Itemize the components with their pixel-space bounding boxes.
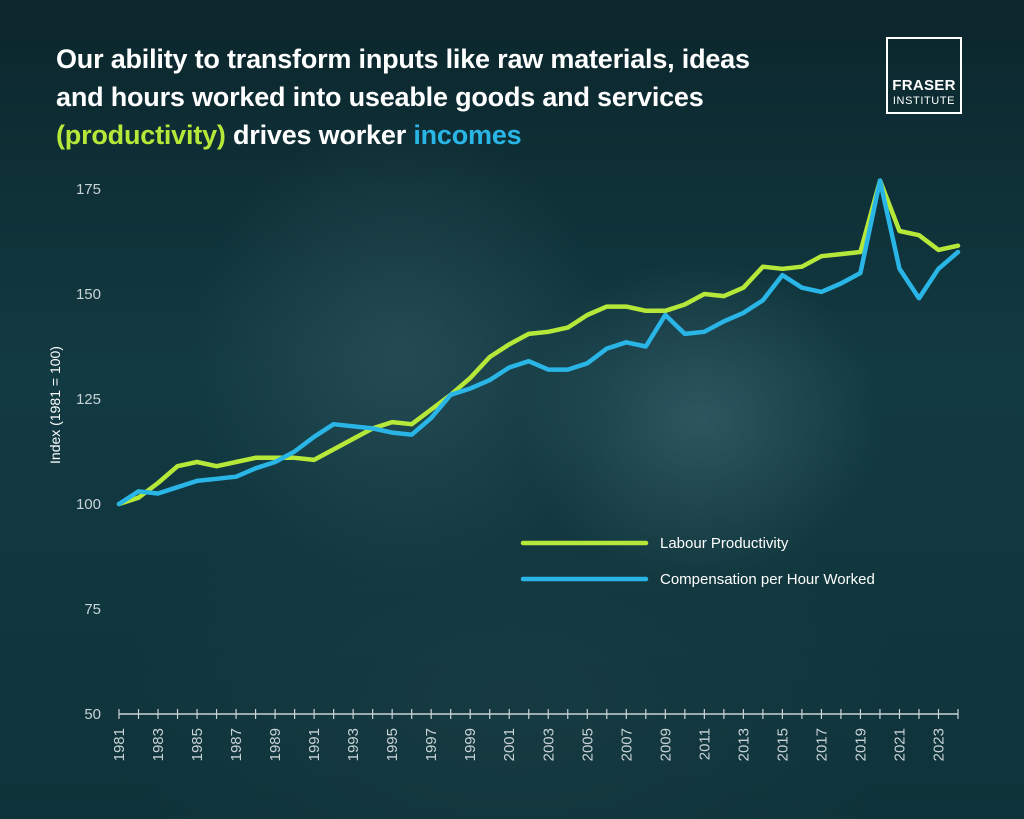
x-tick-label: 2013: [735, 728, 752, 761]
x-tick-label: 1985: [189, 728, 206, 761]
x-tick-label: 2003: [540, 728, 557, 761]
title-line-2: and hours worked into useable goods and …: [56, 82, 704, 112]
x-axis: 1981 1983 1985 1987 1989 1991 1993 1995 1997 1999…: [111, 709, 959, 761]
x-tick-label: 2019: [852, 728, 869, 761]
x-tick-label: 2009: [657, 728, 674, 761]
y-tick-label: 125: [76, 391, 101, 408]
x-tick-label: 1997: [423, 728, 440, 761]
x-tick-label: 1989: [267, 728, 284, 761]
series-line-compensation: [116, 178, 961, 507]
x-tick-label: 2023: [930, 728, 947, 761]
x-tick-label: 2011: [696, 728, 713, 760]
logo-line-1: FRASER: [892, 77, 956, 94]
x-tick-label: 2007: [618, 728, 635, 761]
series-lines: [116, 178, 961, 507]
x-tick-label: 2021: [891, 728, 908, 761]
x-tick-label: 1983: [150, 728, 167, 761]
title-mid: drives worker: [225, 120, 414, 150]
title-highlight-incomes: incomes: [413, 120, 522, 150]
page-title: Our ability to transform inputs like raw…: [56, 40, 856, 154]
legend-label: Labour Productivity: [660, 535, 789, 552]
x-tick-label: 2005: [579, 728, 596, 761]
x-tick-label: 1987: [228, 728, 245, 761]
logo-line-2: INSTITUTE: [892, 95, 956, 107]
y-tick-label: 75: [84, 601, 101, 618]
title-line-1: Our ability to transform inputs like raw…: [56, 44, 750, 74]
y-axis-label: Index (1981 = 100): [47, 346, 63, 464]
x-tick-label: 1993: [345, 728, 362, 761]
x-tick-label: 1999: [462, 728, 479, 761]
y-tick-label: 50: [84, 706, 101, 723]
y-tick-label: 175: [76, 181, 101, 198]
x-tick-label: 1991: [306, 728, 323, 761]
title-highlight-productivity: (productivity): [56, 120, 226, 150]
x-tick-label: 2015: [774, 728, 791, 761]
fraser-institute-logo: FRASER INSTITUTE: [886, 37, 962, 114]
series-line-labour-productivity: [116, 178, 961, 507]
y-tick-label: 150: [76, 286, 101, 303]
x-tick-label: 1981: [111, 728, 128, 761]
legend-label: Compensation per Hour Worked: [660, 571, 875, 588]
legend: Labour Productivity Compensation per Hour…: [520, 535, 875, 588]
x-tick-label: 1995: [384, 728, 401, 761]
x-tick-label: 2001: [501, 728, 518, 761]
y-axis: 50 75 100 125 150 175: [76, 181, 101, 723]
y-tick-label: 100: [76, 496, 101, 513]
x-tick-label: 2017: [813, 728, 830, 761]
